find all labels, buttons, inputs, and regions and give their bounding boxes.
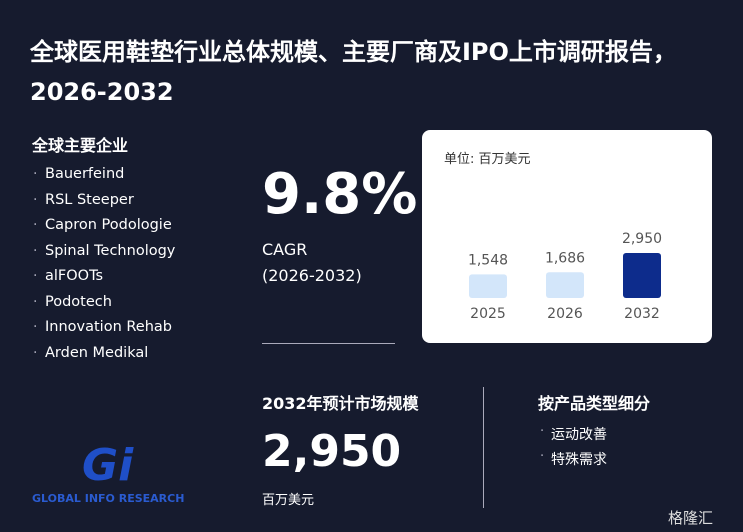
value-label: 1,686 [545, 250, 585, 266]
company: alFOOTs [45, 268, 104, 284]
segments-heading: 按产品类型细分 [538, 394, 651, 413]
market-heading: 2032年预计市场规模 [262, 394, 419, 413]
chart: 单位: 百万美元 1,548 2025 1,686 2026 2,950 2032 [444, 152, 662, 322]
company: Capron Podologie [45, 217, 172, 233]
bar [623, 253, 661, 298]
company: RSL Steeper [45, 191, 134, 208]
segment: 特殊需求 [551, 452, 607, 468]
x-tick-label: 2026 [547, 306, 583, 322]
company: Bauerfeind [45, 166, 125, 182]
x-tick-label: 2025 [470, 306, 506, 322]
logo-text: GLOBAL INFO RESEARCH [32, 492, 185, 505]
bullet: · [33, 268, 38, 284]
bullet: · [33, 191, 38, 208]
bullet: · [33, 344, 38, 361]
value-label: 1,548 [468, 252, 508, 268]
company: Arden Medikal [45, 344, 149, 361]
bullet: · [33, 242, 38, 259]
title: 全球医用鞋垫行业总体规模、主要厂商及IPO上市调研报告，2026-2032 [30, 38, 677, 106]
vertical-divider [483, 387, 484, 508]
cagr-label: CAGR [262, 240, 308, 259]
companies-heading: 全球主要企业 [32, 136, 129, 155]
bullet: · [33, 166, 38, 182]
bullet: · [33, 293, 38, 310]
chart-subtitle: 单位: 百万美元 [444, 152, 531, 167]
footer-brand: 格隆汇 [668, 509, 714, 527]
chart-card: 单位: 百万美元 1,548 2025 1,686 2026 2,950 2032 [422, 130, 712, 343]
cagr-period: (2026-2032) [262, 266, 362, 285]
bullet: · [33, 319, 38, 335]
value-label: 2,950 [622, 231, 662, 247]
bullet: · [33, 217, 38, 233]
cagr-value: 9.8% [262, 162, 418, 227]
segment: 运动改善 [551, 427, 607, 443]
bar [469, 274, 507, 298]
bullet: · [540, 424, 545, 439]
company: Innovation Rehab [45, 319, 173, 335]
divider [262, 343, 395, 344]
bar [546, 272, 584, 298]
logo-mark: Gi [82, 440, 134, 491]
company: Spinal Technology [45, 242, 176, 259]
company: Podotech [45, 293, 112, 310]
market-value: 2,950 [262, 426, 402, 477]
bullet: · [540, 449, 545, 464]
market-unit: 百万美元 [262, 493, 315, 508]
x-tick-label: 2032 [624, 306, 660, 322]
